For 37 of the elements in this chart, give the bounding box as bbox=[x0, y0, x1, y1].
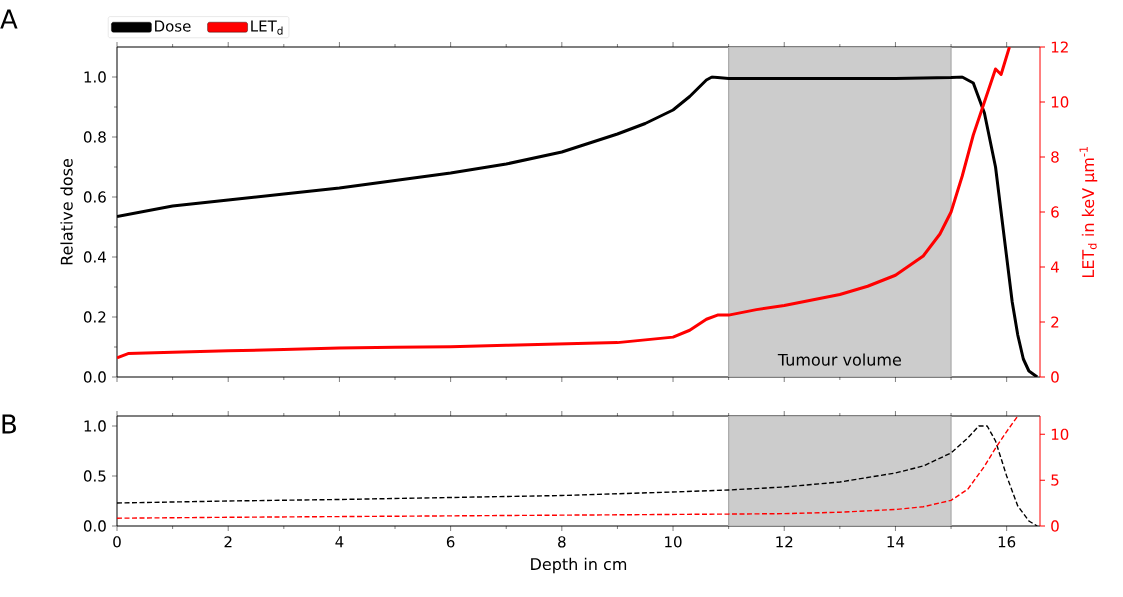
y2-axis-title: LET$_{d}$ in keV µm$^{-1}$ bbox=[1079, 146, 1098, 278]
y-tick-label: 0.8 bbox=[83, 131, 106, 143]
y2-tick-label: 2 bbox=[1051, 316, 1059, 328]
y-tick-label: 0.2 bbox=[83, 311, 106, 323]
line-series bbox=[117, 416, 1019, 519]
legend-label: LET$_{d}$ bbox=[251, 20, 283, 35]
y2-tick-label: 8 bbox=[1051, 151, 1059, 163]
y-tick-label: 0.6 bbox=[83, 191, 106, 203]
x-tick-label: 12 bbox=[776, 536, 793, 548]
x-tick-label: 4 bbox=[335, 536, 344, 548]
chart-title: A bbox=[0, 9, 18, 29]
band-label: Tumour volume bbox=[777, 353, 901, 366]
y2-tick-label: 12 bbox=[1051, 41, 1068, 53]
y2-tick-label: 5 bbox=[1051, 474, 1059, 486]
y-tick-label: 1.0 bbox=[84, 420, 106, 432]
y-tick-label: 0.0 bbox=[83, 371, 106, 383]
y2-tick-label: 0 bbox=[1051, 520, 1059, 532]
x-tick-label: 0 bbox=[113, 536, 121, 548]
x-tick-label: 8 bbox=[558, 536, 566, 548]
y-tick-label: 1.0 bbox=[84, 71, 106, 83]
y-tick-label: 0.4 bbox=[83, 251, 106, 263]
x-tick-label: 10 bbox=[665, 536, 682, 548]
y-tick-label: 0.0 bbox=[83, 520, 106, 532]
x-tick-label: 6 bbox=[446, 536, 455, 548]
chart-title: B bbox=[2, 414, 16, 434]
y2-tick-label: 10 bbox=[1051, 428, 1069, 441]
y2-tick-label: 0 bbox=[1051, 371, 1059, 383]
y2-tick-label: 6 bbox=[1051, 206, 1059, 218]
x-axis-title: Depth in cm bbox=[531, 557, 627, 574]
y2-tick-label: 4 bbox=[1050, 261, 1059, 273]
x-tick-label: 14 bbox=[887, 536, 905, 548]
x-tick-label: 2 bbox=[224, 536, 232, 548]
y-axis-title: Relative dose bbox=[60, 158, 73, 265]
y-tick-label: 0.5 bbox=[83, 470, 106, 482]
x-tick-label: 16 bbox=[998, 536, 1016, 548]
legend-label: Dose bbox=[155, 20, 191, 32]
y2-tick-label: 10 bbox=[1051, 96, 1069, 108]
